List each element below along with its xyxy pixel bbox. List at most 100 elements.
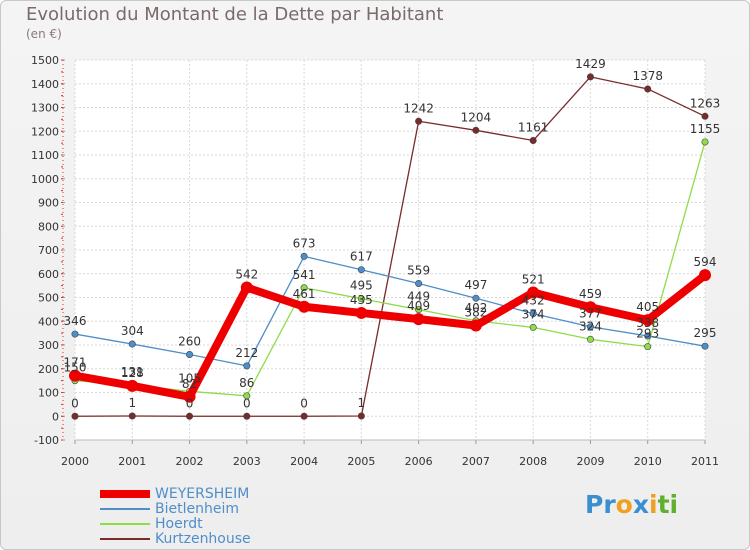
data-point (529, 323, 537, 331)
data-point (586, 323, 594, 331)
data-label: 461 (293, 287, 316, 301)
data-point (699, 269, 711, 282)
data-point (415, 306, 423, 314)
y-tick-label: 100 (38, 387, 59, 400)
x-tick-label: 2010 (634, 455, 662, 468)
data-label: 382 (464, 306, 487, 320)
data-point (243, 362, 251, 370)
logo-part: x (632, 490, 649, 519)
data-point (186, 412, 194, 420)
series-line-hoerdt (74, 141, 706, 397)
series-line-bietlenheim (74, 255, 706, 367)
data-label: 86 (239, 376, 254, 390)
legend-swatch (100, 538, 150, 540)
data-label: 1378 (632, 69, 663, 83)
data-point (529, 310, 537, 318)
data-label: 0 (243, 396, 251, 410)
data-label: 1429 (575, 57, 606, 71)
y-tick-label: 600 (38, 268, 59, 281)
data-label: 1263 (690, 96, 721, 110)
x-tick-label: 2006 (405, 455, 433, 468)
x-tick-label: 2005 (347, 455, 375, 468)
data-point (128, 340, 136, 348)
data-label: 324 (579, 319, 602, 333)
data-point (357, 412, 365, 420)
data-label: 374 (522, 307, 545, 321)
chart-title: Evolution du Montant de la Dette par Hab… (26, 4, 444, 25)
data-label: 405 (636, 300, 659, 314)
data-point (472, 126, 480, 134)
y-tick-label: 1200 (31, 125, 59, 138)
data-point (527, 286, 540, 299)
data-label: 0 (300, 396, 308, 410)
data-label: 409 (407, 299, 430, 313)
data-label: 497 (464, 278, 487, 292)
data-point (298, 300, 311, 313)
data-label: 212 (235, 346, 258, 360)
data-label: 459 (579, 287, 602, 301)
data-label: 1242 (403, 101, 434, 115)
data-label: 295 (694, 326, 717, 340)
data-point (529, 137, 537, 145)
x-tick-label: 2009 (576, 455, 604, 468)
data-point (415, 279, 423, 287)
x-tick-label: 2001 (118, 455, 146, 468)
legend-label: Kurtzenhouse (155, 531, 251, 547)
x-tick-label: 2011 (691, 455, 719, 468)
y-tick-label: 700 (38, 244, 59, 257)
data-label: 346 (64, 314, 87, 328)
y-tick-label: 500 (38, 292, 59, 305)
x-tick-label: 2000 (61, 455, 89, 468)
data-label: 673 (293, 236, 316, 250)
legend-swatch (100, 508, 150, 510)
data-point (71, 330, 79, 338)
data-label: 449 (407, 290, 430, 304)
data-label: 435 (350, 293, 373, 307)
data-label: 495 (350, 279, 373, 293)
y-tick-label: 800 (38, 220, 59, 233)
series-line-weyersheim (71, 271, 709, 401)
y-tick-label: 1000 (31, 173, 59, 186)
data-point (586, 73, 594, 81)
data-label: 1204 (461, 110, 492, 124)
plot-area (75, 60, 705, 440)
data-label: 1161 (518, 121, 549, 135)
x-tick-label: 2003 (233, 455, 261, 468)
legend-swatch (100, 523, 150, 525)
data-point (243, 392, 251, 400)
data-point (641, 314, 654, 327)
x-tick-label: 2007 (462, 455, 490, 468)
x-tick-label: 2002 (176, 455, 204, 468)
y-tick-label: 400 (38, 315, 59, 328)
data-label: 432 (522, 294, 545, 308)
data-label: 171 (64, 356, 87, 370)
data-label: 105 (178, 371, 201, 385)
data-point (584, 301, 597, 314)
data-point (357, 266, 365, 274)
legend-label: Hoerdt (155, 516, 203, 532)
logo-part: i (648, 490, 658, 519)
data-label: 338 (636, 316, 659, 330)
y-tick-label: 1500 (31, 54, 59, 67)
data-point (355, 306, 368, 319)
y-tick-label: 1400 (31, 78, 59, 91)
data-point (644, 332, 652, 340)
data-label: 542 (235, 268, 258, 282)
data-label: 150 (64, 361, 87, 375)
y-tick-label: -100 (34, 434, 59, 447)
data-label: 304 (121, 324, 144, 338)
logo-part: Pr (585, 490, 616, 519)
data-point (357, 295, 365, 303)
data-point (71, 412, 79, 420)
y-tick-label: 0 (52, 410, 59, 423)
data-point (300, 412, 308, 420)
y-tick-label: 200 (38, 363, 59, 376)
data-label: 128 (121, 366, 144, 380)
data-label: 559 (407, 263, 430, 277)
data-label: 521 (522, 273, 545, 287)
chart-subtitle: (en €) (26, 27, 62, 41)
data-point (472, 294, 480, 302)
data-point (644, 343, 652, 351)
data-label: 131 (121, 365, 144, 379)
